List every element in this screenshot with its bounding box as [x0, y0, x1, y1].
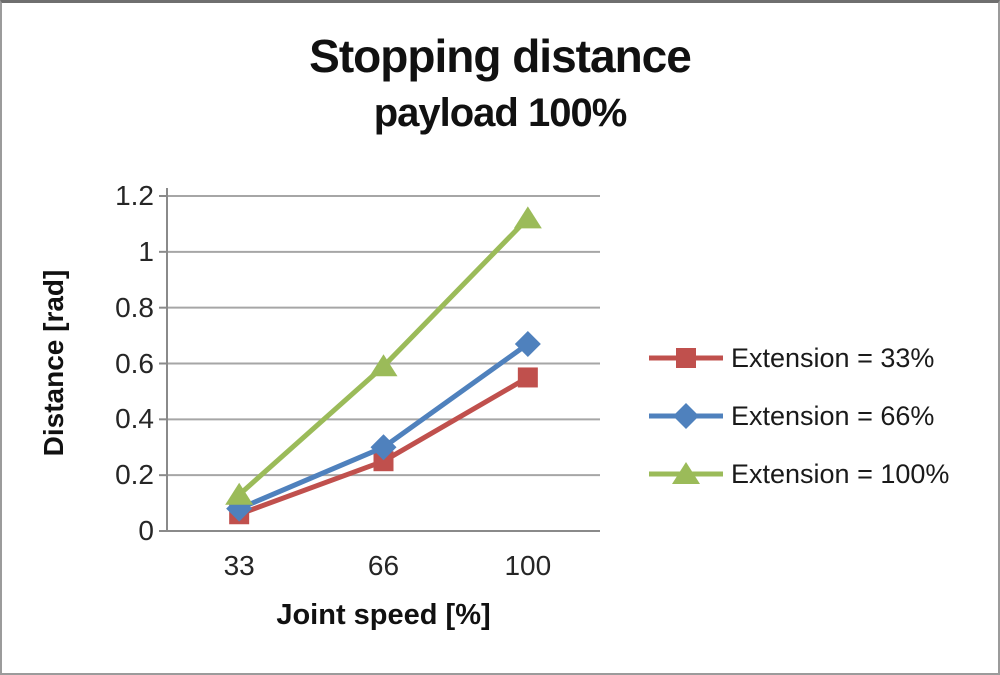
legend-marker-sample — [649, 462, 723, 484]
legend-entry: Extension = 33% — [647, 341, 949, 375]
y-tick-label: 0.8 — [115, 291, 154, 323]
y-tick-label: 0 — [138, 515, 154, 546]
y-tick-label: 0.6 — [115, 347, 154, 379]
triangle-marker — [672, 462, 700, 484]
x-axis-title: Joint speed [%] — [276, 599, 491, 631]
diamond-marker — [370, 434, 397, 461]
legend-label: Extension = 100% — [731, 458, 950, 489]
triangle-marker — [369, 354, 398, 377]
triangle-marker — [513, 206, 542, 229]
diamond-marker — [673, 403, 699, 429]
chart-subtitle: payload 100% — [373, 91, 628, 135]
x-tick-label: 100 — [504, 550, 552, 581]
legend-label: Extension = 66% — [731, 400, 935, 431]
legend: Extension = 33% Extension = 66% Extension … — [647, 341, 949, 491]
plot-svg — [159, 188, 600, 532]
x-tick-label: 33 — [223, 550, 255, 581]
legend-entry: Extension = 100% — [647, 457, 949, 491]
diamond-marker — [514, 330, 541, 357]
y-tick-label: 1.2 — [115, 180, 154, 211]
y-tick-label: 0.2 — [115, 459, 154, 491]
legend-marker-sample — [649, 403, 723, 429]
chart-title: Stopping distance — [309, 30, 692, 82]
plot-area — [159, 188, 600, 532]
legend-entry: Extension = 66% — [647, 399, 949, 433]
square-marker — [676, 348, 696, 368]
legend-label: Extension = 33% — [731, 342, 935, 373]
y-tick-label: 0.4 — [115, 403, 154, 435]
legend-marker-sample — [649, 348, 723, 368]
x-tick-label: 66 — [367, 550, 400, 581]
triangle-marker — [225, 482, 254, 505]
square-marker — [517, 367, 538, 388]
y-tick-label: 1 — [138, 235, 154, 267]
square-marker — [373, 451, 394, 472]
